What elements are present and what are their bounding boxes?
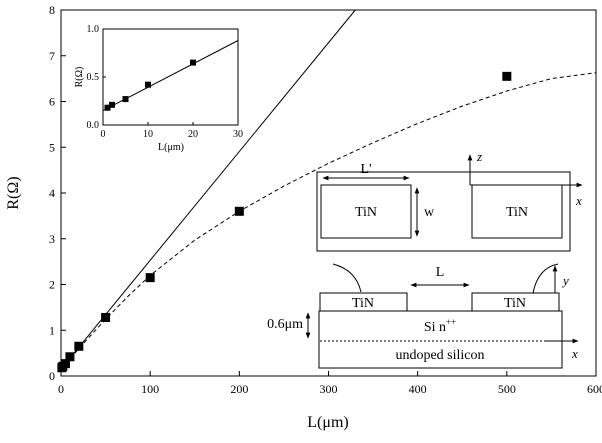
inset-series bbox=[102, 40, 239, 112]
length-label: L' bbox=[360, 162, 371, 177]
side-view-left-pad-label: TiN bbox=[352, 296, 374, 311]
main-data-point bbox=[74, 341, 84, 351]
main-x-tick-label: 500 bbox=[498, 382, 516, 396]
main-x-tick-label: 600 bbox=[587, 382, 602, 396]
main-y-axis: 0 1 2 3 4 5 6 7 8 bbox=[49, 3, 66, 383]
inset-plot-frame bbox=[102, 28, 239, 126]
right-contact-wire bbox=[532, 263, 559, 294]
main-x-tick-label: 0 bbox=[58, 382, 64, 396]
top-view-left-pad-label: TiN bbox=[355, 205, 377, 220]
main-y-tick-label: 2 bbox=[49, 278, 55, 292]
side-view-right-pad-label: TiN bbox=[504, 296, 526, 311]
main-x-axis-label: L(μm) bbox=[307, 414, 348, 431]
side-x-axis-label: x bbox=[571, 346, 578, 361]
inset-y-tick-label: 0.5 bbox=[87, 72, 100, 83]
inset-x-tick-label: 30 bbox=[233, 129, 243, 140]
main-x-tick-label: 300 bbox=[320, 382, 338, 396]
main-y-tick-label: 6 bbox=[49, 95, 55, 109]
top-view-schematic: TiN TiN L' w z x bbox=[316, 149, 583, 252]
main-data-point bbox=[65, 352, 75, 362]
inset-linear-fit-line bbox=[102, 40, 239, 112]
inset-y-axis-label: R(Ω) bbox=[74, 67, 85, 88]
doped-layer-label: Si n++ bbox=[424, 317, 456, 335]
main-data-point bbox=[145, 273, 155, 283]
z-axis-label: z bbox=[476, 149, 482, 164]
gap-label: L bbox=[436, 265, 445, 280]
depth-label: 0.6μm bbox=[267, 317, 303, 332]
inset-x-axis: 0 10 20 30 bbox=[101, 122, 243, 140]
main-y-axis-label: R(Ω) bbox=[5, 176, 22, 209]
inset-x-tick-label: 10 bbox=[143, 129, 153, 140]
main-y-tick-label: 7 bbox=[49, 49, 55, 63]
main-y-tick-label: 0 bbox=[49, 369, 55, 383]
inset-data-point bbox=[109, 101, 115, 108]
inset-y-tick-label: 1.0 bbox=[87, 24, 100, 35]
main-data-point bbox=[502, 71, 512, 81]
main-fit-curve bbox=[60, 72, 597, 370]
main-series bbox=[57, 9, 597, 373]
main-x-tick-label: 100 bbox=[141, 382, 159, 396]
main-y-tick-label: 8 bbox=[49, 3, 55, 17]
y-axis-label: y bbox=[561, 273, 569, 288]
main-data-point bbox=[101, 312, 111, 322]
main-x-tick-label: 200 bbox=[230, 382, 248, 396]
side-view-schematic: TiN TiN L y x Si n++ undoped silicon 0.6… bbox=[267, 263, 579, 369]
inset-x-tick-label: 0 bbox=[101, 129, 106, 140]
main-y-tick-label: 1 bbox=[49, 323, 55, 337]
top-x-axis-label: x bbox=[575, 193, 582, 208]
main-x-tick-label: 400 bbox=[409, 382, 427, 396]
left-contact-wire bbox=[332, 263, 362, 293]
inset-x-tick-label: 20 bbox=[188, 129, 198, 140]
inset-y-axis: 0.0 0.5 1.0 bbox=[87, 24, 106, 131]
substrate-label: undoped silicon bbox=[395, 348, 484, 363]
main-linear-fit-line bbox=[60, 9, 356, 370]
inset-data-point bbox=[145, 81, 151, 88]
top-view-right-pad-label: TiN bbox=[506, 205, 528, 220]
inset-x-axis-label: L(μm) bbox=[158, 142, 184, 153]
main-x-axis: 0 100 200 300 400 500 600 bbox=[58, 371, 602, 396]
inset-y-tick-label: 0.0 bbox=[87, 120, 100, 131]
main-y-tick-label: 3 bbox=[49, 232, 55, 246]
width-label: w bbox=[424, 205, 435, 220]
silicon-substrate bbox=[318, 310, 563, 369]
top-view-left-pad bbox=[320, 184, 412, 239]
inset-data-point bbox=[190, 59, 196, 66]
main-y-tick-label: 4 bbox=[49, 186, 55, 200]
main-y-tick-label: 5 bbox=[49, 140, 55, 154]
